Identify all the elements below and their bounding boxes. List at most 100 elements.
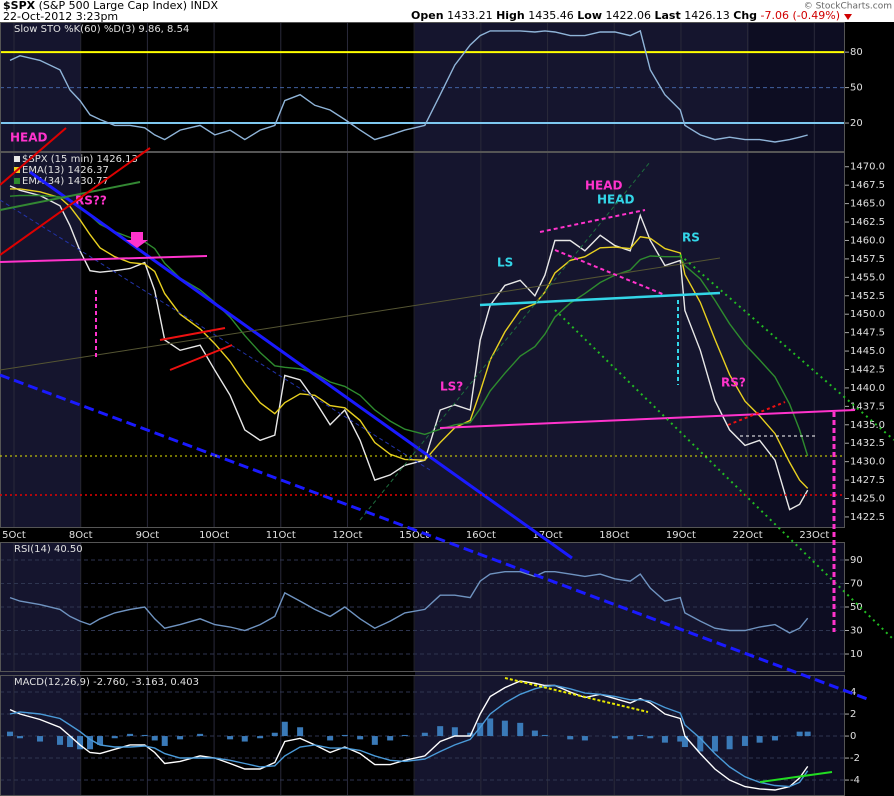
histogram-bar: [756, 736, 763, 743]
y-tick-label: 1425.0: [850, 494, 885, 505]
quote-value: 1422.06: [606, 9, 652, 22]
trend-line: [727, 401, 786, 426]
trend-line: [554, 249, 666, 296]
histogram-bar: [771, 736, 778, 741]
legend-swatch: [14, 156, 20, 162]
histogram-bar: [7, 731, 14, 737]
credit: © StockCharts.com: [804, 2, 892, 12]
trend-line: [159, 327, 226, 341]
y-tick-label: 1457.5: [850, 254, 885, 265]
histogram-bar: [87, 736, 94, 750]
histogram-bar: [726, 736, 733, 750]
annotation: RS: [682, 231, 700, 245]
histogram-bar: [677, 736, 684, 742]
y-tick-label: 1455.0: [850, 272, 885, 283]
histogram-bar: [151, 736, 158, 741]
y-tick-label: 1445.0: [850, 346, 885, 357]
trend-lines: [0, 127, 894, 783]
trend-line: [0, 181, 141, 211]
quote-label: Low: [577, 9, 602, 22]
annotation: RS??: [75, 194, 107, 208]
y-tick-label: 1432.5: [850, 438, 885, 449]
histogram-bar: [77, 736, 84, 750]
histogram-bar: [227, 736, 234, 740]
annotation: RS?: [721, 376, 746, 390]
series-line: [9, 684, 809, 788]
histogram-bar: [501, 720, 508, 737]
y-tick-label: -2: [850, 753, 860, 764]
quote-label: Last: [655, 9, 681, 22]
histogram-bar: [17, 736, 24, 739]
histogram-bar: [804, 731, 811, 737]
y-tick-label: 2: [850, 709, 856, 720]
histogram-bar: [357, 736, 364, 740]
legend-label: $SPX (15 min) 1426.13: [22, 154, 138, 165]
histogram-bar: [437, 726, 444, 737]
quote-label: Chg: [733, 9, 757, 22]
histogram-bar: [327, 736, 334, 741]
y-tick-label: 1442.5: [850, 364, 885, 375]
quote-label: Open: [411, 9, 444, 22]
histogram-bar: [161, 736, 168, 746]
annotation: LS?: [440, 380, 463, 394]
series-line: [9, 680, 809, 791]
x-tick-label: 10Oct: [199, 530, 229, 541]
histogram-bar: [581, 736, 588, 741]
trend-line: [169, 344, 233, 371]
x-tick-label: 18Oct: [599, 530, 629, 541]
trend-line: [0, 127, 67, 186]
down-arrow: [844, 14, 852, 20]
trend-line: [759, 771, 833, 783]
x-tick-label: 16Oct: [466, 530, 496, 541]
histogram-bar: [487, 718, 494, 737]
histogram-bar: [697, 736, 704, 752]
y-tick-label: 50: [850, 83, 863, 94]
histogram-bar: [37, 736, 44, 742]
y-tick-label: 1447.5: [850, 328, 885, 339]
y-tick-label: 1470.0: [850, 162, 885, 173]
header-title: $SPX (S&P 500 Large Cap Index) INDX: [3, 0, 218, 12]
histogram-bar: [741, 736, 748, 746]
y-tick-label: 0: [850, 731, 856, 742]
histogram-bar: [67, 736, 74, 748]
trend-line: [539, 209, 646, 233]
y-tick-label: -4: [850, 775, 860, 786]
histogram-bar: [177, 736, 184, 740]
y-tick-label: 20: [850, 118, 863, 129]
y-tick-label: 4: [850, 687, 856, 698]
y-tick-label: 1467.5: [850, 180, 885, 191]
histogram-bar: [796, 731, 803, 737]
trend-line: [0, 373, 871, 702]
legend-label: EMA(13) 1426.37: [22, 165, 109, 176]
y-tick-label: 1440.0: [850, 383, 885, 394]
panel-border: [0, 22, 845, 152]
panel-title: MACD(12,26,9) -2.760, -3.163, 0.403: [14, 677, 199, 688]
histogram-bar: [611, 736, 618, 739]
panel-title: RSI(14) 40.50: [14, 544, 83, 555]
panel-border: [0, 542, 845, 672]
trend-line: [0, 255, 208, 263]
quote-value: 1433.21: [447, 9, 493, 22]
y-tick-label: 1427.5: [850, 475, 885, 486]
histogram-bar: [57, 736, 64, 745]
histogram-bar: [567, 736, 574, 740]
quote-value: 1426.13: [684, 9, 730, 22]
histogram-bar: [371, 736, 378, 745]
series-line: [9, 29, 808, 143]
y-tick-label: 90: [850, 555, 863, 566]
trend-line: [0, 199, 431, 471]
annotation: LS: [497, 256, 513, 270]
panel-border: [0, 152, 845, 528]
quote: Open 1433.21 High 1435.46 Low 1422.06 La…: [411, 9, 840, 22]
trend-line: [29, 170, 573, 560]
y-tick-label: 70: [850, 578, 863, 589]
y-tick-label: 50: [850, 602, 863, 613]
trend-line: [0, 147, 151, 256]
quote-label: High: [496, 9, 525, 22]
trend-line: [504, 677, 649, 713]
y-tick-label: 1422.5: [850, 512, 885, 523]
x-tick-label: 8Oct: [69, 530, 93, 541]
y-tick-label: 1462.5: [850, 217, 885, 228]
